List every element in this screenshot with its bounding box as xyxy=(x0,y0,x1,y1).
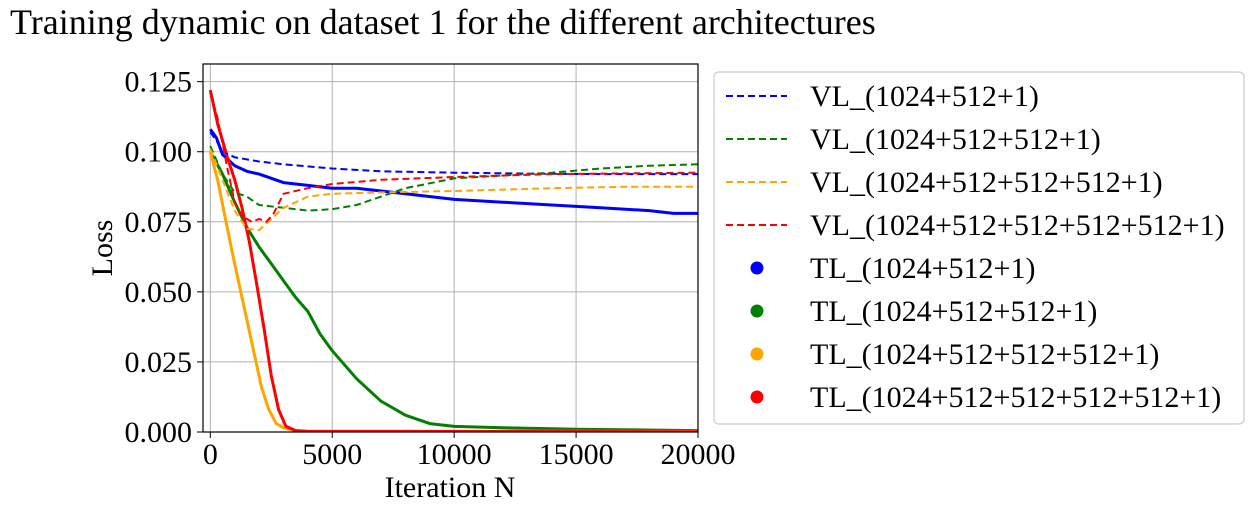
y-tick-label: 0.000 xyxy=(125,416,193,449)
legend-marker-swatch xyxy=(750,304,764,318)
series-line xyxy=(209,131,698,176)
plot-lines xyxy=(208,89,698,432)
x-tick-label: 15000 xyxy=(539,438,614,471)
series-line xyxy=(209,128,698,215)
plot-frame xyxy=(202,63,699,433)
x-tick-label: 0 xyxy=(203,438,218,471)
legend-marker-swatch xyxy=(750,347,764,361)
legend-label: VL_(1024+512+512+512+1) xyxy=(810,166,1163,199)
series-line xyxy=(208,89,698,432)
y-tick-label: 0.100 xyxy=(125,136,193,169)
x-tick-label: 10000 xyxy=(417,438,492,471)
y-tick-label: 0.050 xyxy=(125,276,193,309)
legend-box xyxy=(713,71,1245,425)
y-tick-label: 0.075 xyxy=(125,206,193,239)
series-line xyxy=(208,150,698,432)
legend-marker-swatch xyxy=(750,390,764,404)
series-line xyxy=(209,148,698,232)
legend-label: TL_(1024+512+512+1) xyxy=(810,295,1097,328)
legend-label: TL_(1024+512+512+512+512+1) xyxy=(810,381,1221,414)
y-tick-label: 0.025 xyxy=(125,346,193,379)
axes: 0 5000 10000 15000 20000 0.000 0.025 0.050 0.075… xyxy=(125,63,736,471)
y-axis-label: Loss xyxy=(86,220,119,277)
x-tick-label: 5000 xyxy=(302,438,362,471)
legend-label: VL_(1024+512+512+1) xyxy=(810,123,1101,156)
grid xyxy=(203,64,699,433)
legend: VL_(1024+512+1) VL_(1024+512+512+1) VL_(10… xyxy=(713,71,1245,425)
series-line xyxy=(209,92,698,223)
y-tick-label: 0.125 xyxy=(125,66,193,99)
legend-label: TL_(1024+512+1) xyxy=(810,252,1035,285)
x-tick-label: 20000 xyxy=(661,438,736,471)
legend-marker-swatch xyxy=(750,261,764,275)
legend-label: VL_(1024+512+1) xyxy=(810,80,1039,113)
chart-title: Training dynamic on dataset 1 for the di… xyxy=(10,2,876,42)
legend-label: VL_(1024+512+512+512+512+1) xyxy=(810,209,1225,242)
x-axis-label: Iteration N xyxy=(385,471,516,504)
legend-label: TL_(1024+512+512+512+1) xyxy=(810,338,1159,371)
series-line xyxy=(209,145,698,212)
